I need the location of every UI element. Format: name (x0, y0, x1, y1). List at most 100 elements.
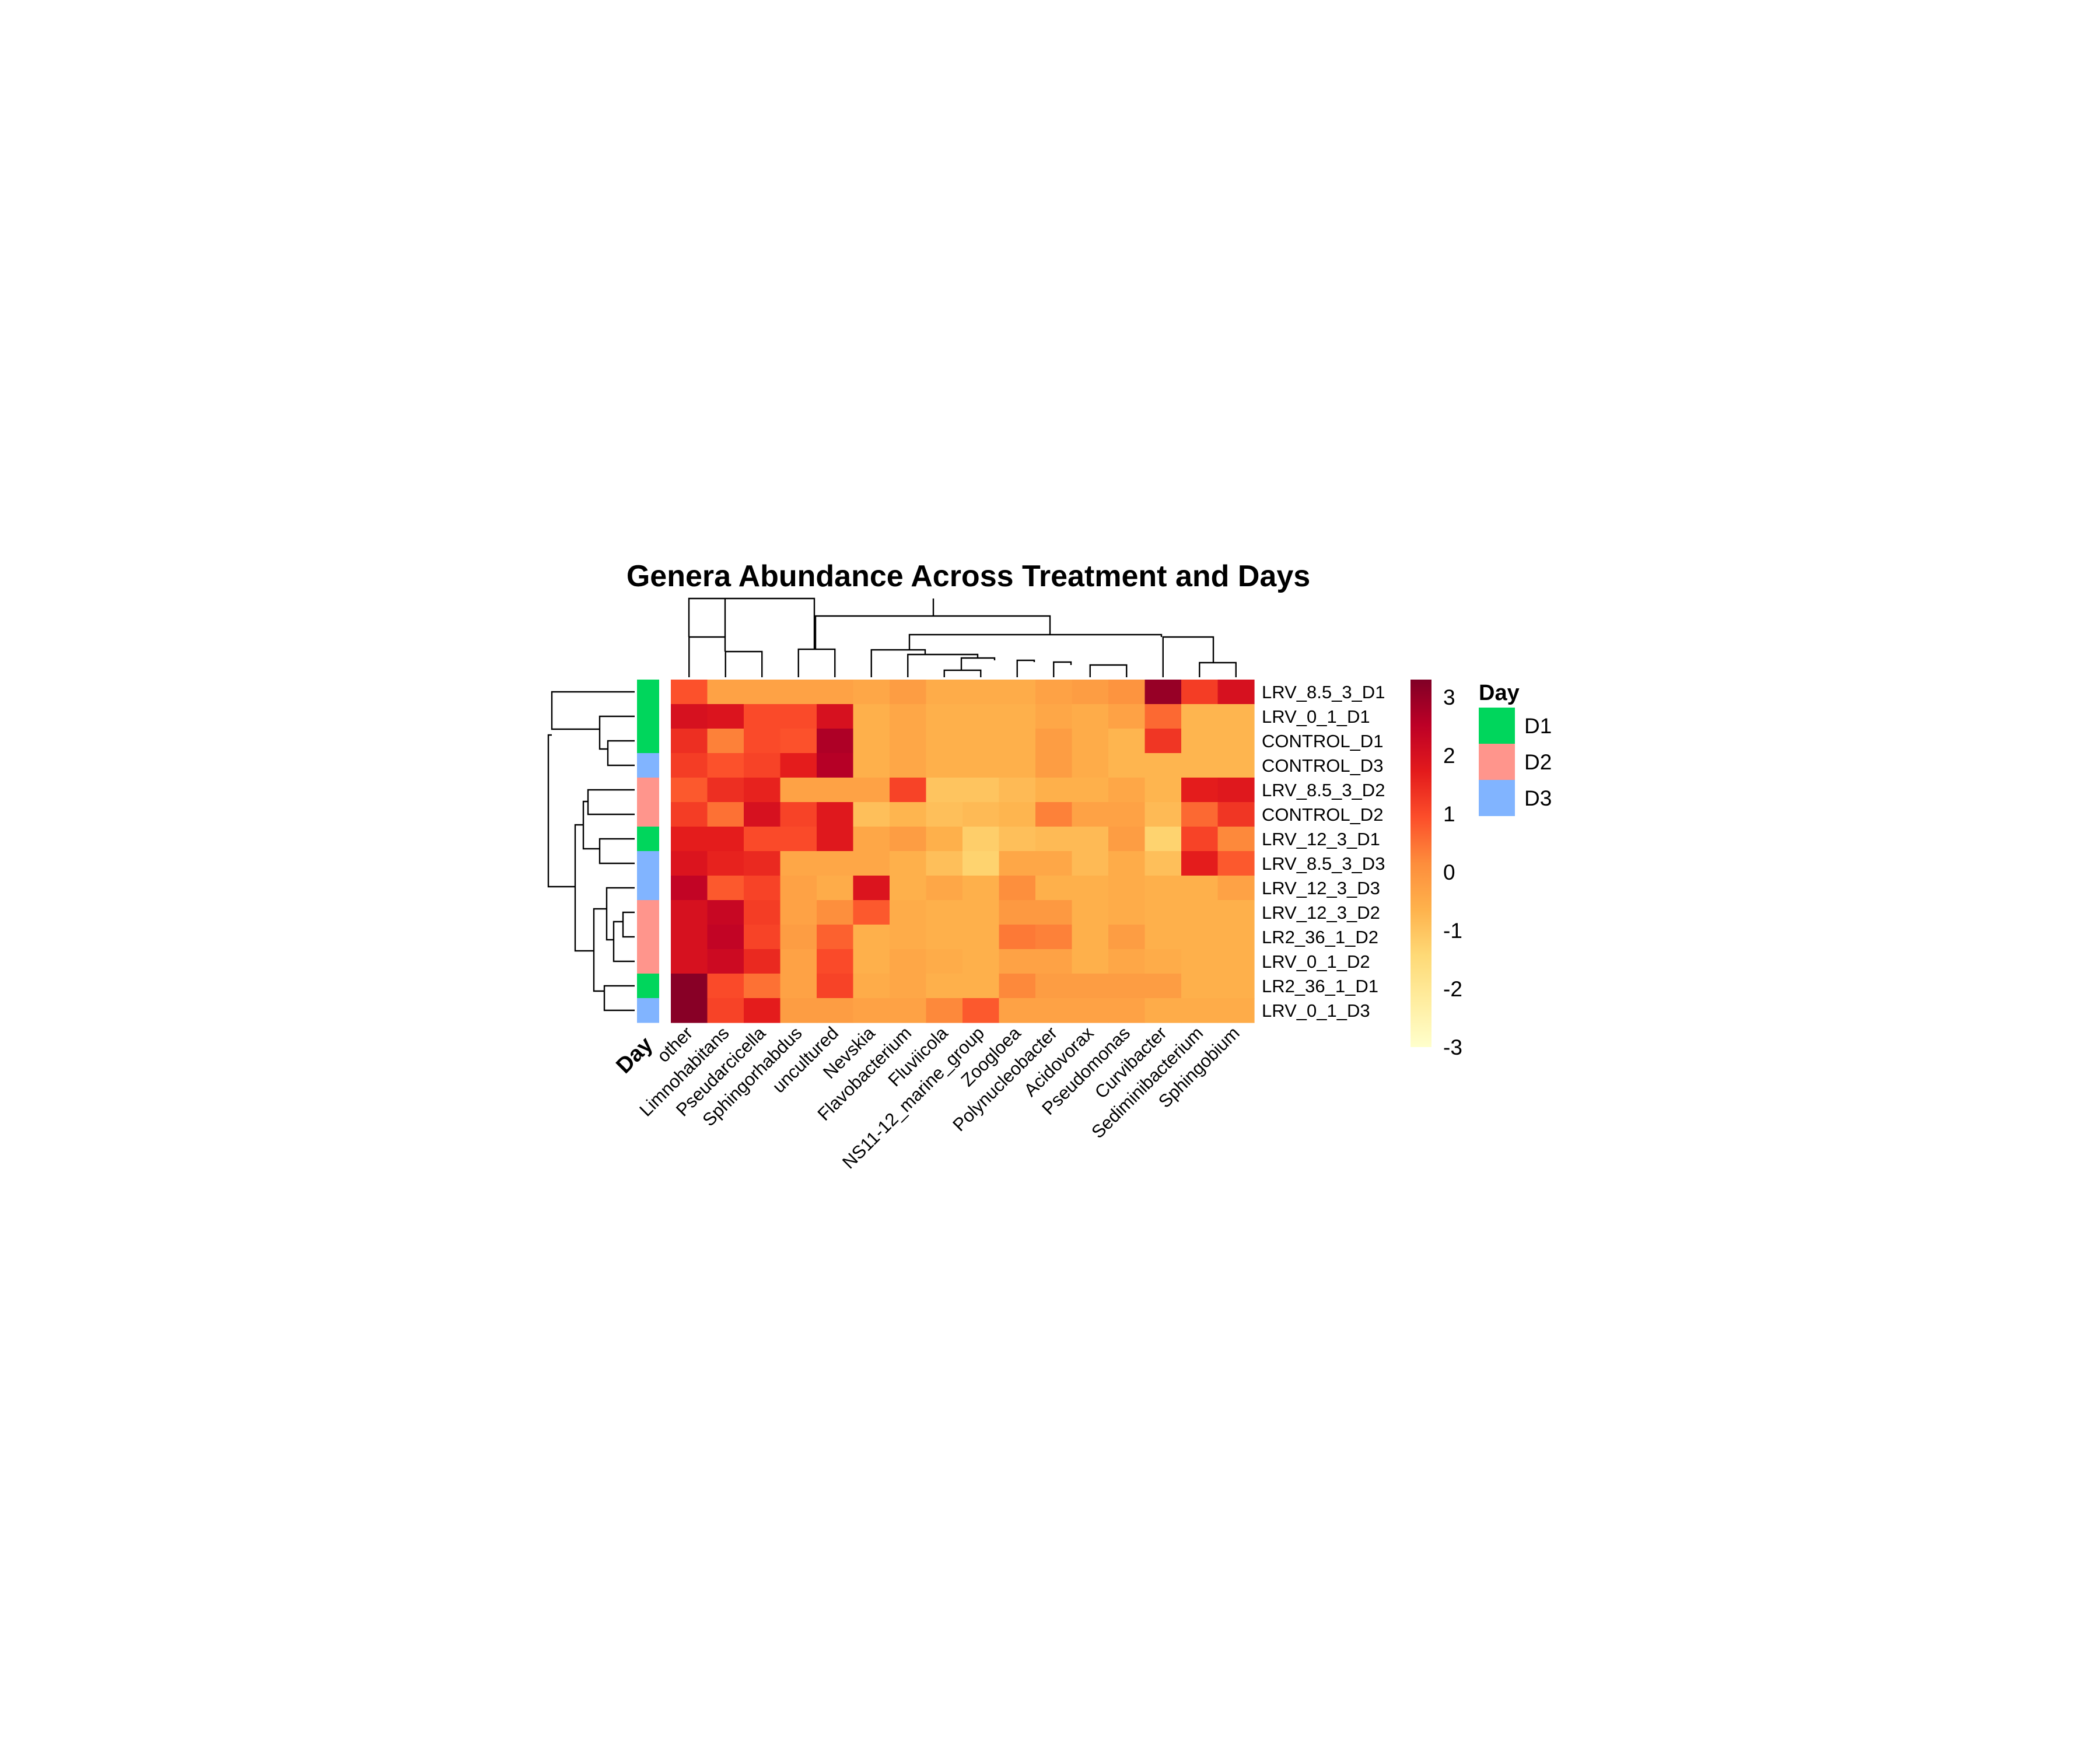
cell-lrv-12-3-d1-sediminibacterium (1181, 827, 1219, 852)
cell-lrv-12-3-d2-zoogloea (999, 900, 1036, 925)
cell-lrv-0-1-d2-flavobacterium (890, 949, 927, 974)
cell-lrv-12-3-d3-nevskia (853, 876, 890, 901)
cell-control-d1-sphingobium (1217, 729, 1255, 754)
cell-lrv-0-1-d3-flavobacterium (890, 998, 927, 1023)
cell-lr2-36-1-d2-uncultured (817, 925, 854, 950)
cell-lr2-36-1-d1-pseudomonas (1108, 974, 1146, 999)
column-dendrogram-branch (724, 650, 763, 677)
column-dendrogram-branch (960, 657, 996, 670)
annotation-cell-d1 (637, 729, 659, 754)
cell-control-d1-nevskia (853, 729, 890, 754)
column-dendrogram-branch (943, 669, 982, 677)
cell-lrv-0-1-d3-other (671, 998, 708, 1023)
cell-lrv-0-1-d3-sphingobium (1217, 998, 1255, 1023)
cell-control-d1-fluviicola (926, 729, 963, 754)
row-labels: LRV_8.5_3_D1 LRV_0_1_D1 CONTROL_D1 CONTROL_… (1262, 682, 1385, 1021)
annotation-cell-d1 (637, 974, 659, 999)
cell-control-d2-polynucleobacter (1035, 802, 1073, 827)
cell-lrv-12-3-d1-pseudarcicella (744, 827, 781, 852)
cell-lrv-8-5-3-d3-pseudarcicella (744, 851, 781, 876)
cell-lrv-8-5-3-d2-zoogloea (999, 778, 1036, 803)
cell-lrv-0-1-d2-ns11-12-marine-group (963, 949, 1000, 974)
cell-lrv-0-1-d1-sphingobium (1217, 704, 1255, 729)
cell-lrv-0-1-d2-sediminibacterium (1181, 949, 1219, 974)
cell-lrv-12-3-d1-limnohabitans (707, 827, 744, 852)
cell-lrv-0-1-d1-sediminibacterium (1181, 704, 1219, 729)
cell-lrv-8-5-3-d3-limnohabitans (707, 851, 744, 876)
color-scale-tick-label: -2 (1443, 977, 1462, 1001)
legend-swatch-d3 (1479, 780, 1515, 816)
cell-lrv-12-3-d2-pseudarcicella (744, 900, 781, 925)
annotation-cell-d2 (637, 925, 659, 950)
column-dendrogram-branch (870, 649, 926, 677)
cell-lrv-0-1-d2-sphingobium (1217, 949, 1255, 974)
cell-control-d3-flavobacterium (890, 753, 927, 778)
cell-lrv-0-1-d1-sphingorhabdus (780, 704, 817, 729)
cell-control-d3-ns11-12-marine-group (963, 753, 1000, 778)
column-dendrogram-branch (1053, 661, 1072, 677)
row-dendrogram-branch (582, 800, 600, 850)
cell-lr2-36-1-d1-other (671, 974, 708, 999)
row-label: LRV_12_3_D2 (1262, 902, 1380, 923)
cell-lrv-0-1-d1-ns11-12-marine-group (963, 704, 1000, 729)
cell-lrv-12-3-d1-pseudomonas (1108, 827, 1146, 852)
cell-lrv-8-5-3-d3-acidovorax (1072, 851, 1109, 876)
cell-lrv-0-1-d1-flavobacterium (890, 704, 927, 729)
cell-lrv-12-3-d2-flavobacterium (890, 900, 927, 925)
row-dendrogram-branch (598, 715, 635, 750)
column-dendrogram-branch (907, 653, 979, 677)
cell-lrv-12-3-d2-sediminibacterium (1181, 900, 1219, 925)
row-label: LRV_8.5_3_D2 (1262, 780, 1385, 800)
cell-lr2-36-1-d2-zoogloea (999, 925, 1036, 950)
cell-lr2-36-1-d2-flavobacterium (890, 925, 927, 950)
cell-lrv-12-3-d1-fluviicola (926, 827, 963, 852)
cell-control-d2-uncultured (817, 802, 854, 827)
cell-lrv-8-5-3-d1-other (671, 680, 708, 705)
annotation-title: Day (611, 1032, 657, 1079)
cell-lrv-0-1-d1-other (671, 704, 708, 729)
cell-lrv-12-3-d2-uncultured (817, 900, 854, 925)
cell-lrv-8-5-3-d3-uncultured (817, 851, 854, 876)
cell-lrv-0-1-d3-ns11-12-marine-group (963, 998, 1000, 1023)
cell-lrv-8-5-3-d2-pseudarcicella (744, 778, 781, 803)
cell-control-d2-limnohabitans (707, 802, 744, 827)
cell-control-d1-pseudarcicella (744, 729, 781, 754)
cell-lrv-8-5-3-d1-sediminibacterium (1181, 680, 1219, 705)
cell-lrv-0-1-d3-polynucleobacter (1035, 998, 1073, 1023)
cell-control-d3-sediminibacterium (1181, 753, 1219, 778)
cell-lr2-36-1-d2-pseudomonas (1108, 925, 1146, 950)
cell-lrv-0-1-d1-pseudarcicella (744, 704, 781, 729)
cell-lrv-8-5-3-d3-flavobacterium (890, 851, 927, 876)
row-dendrogram-branch (603, 985, 635, 1012)
cell-lrv-12-3-d1-sphingobium (1217, 827, 1255, 852)
cell-lrv-0-1-d3-fluviicola (926, 998, 963, 1023)
day-annotation-strip (637, 680, 659, 1023)
cell-control-d2-nevskia (853, 802, 890, 827)
cell-lrv-0-1-d1-nevskia (853, 704, 890, 729)
color-scale-tick-label: 0 (1443, 860, 1455, 884)
cell-lrv-0-1-d2-fluviicola (926, 949, 963, 974)
day-legend: Day D1 D2 D3 (1479, 681, 1552, 816)
row-dendrogram-branch (607, 740, 635, 766)
cell-lrv-12-3-d2-nevskia (853, 900, 890, 925)
cell-lrv-0-1-d2-limnohabitans (707, 949, 744, 974)
row-dendrogram-branch (551, 691, 635, 730)
cell-lrv-0-1-d2-zoogloea (999, 949, 1036, 974)
cell-lr2-36-1-d1-flavobacterium (890, 974, 927, 999)
cell-lrv-8-5-3-d3-nevskia (853, 851, 890, 876)
cell-control-d1-sediminibacterium (1181, 729, 1219, 754)
cell-lrv-8-5-3-d2-sediminibacterium (1181, 778, 1219, 803)
cell-control-d2-sediminibacterium (1181, 802, 1219, 827)
color-scale-tick-label: 3 (1443, 685, 1455, 709)
annotation-cell-d2 (637, 778, 659, 803)
cell-lrv-12-3-d2-sphingobium (1217, 900, 1255, 925)
cell-control-d3-other (671, 753, 708, 778)
cell-lrv-8-5-3-d3-curvibacter (1144, 851, 1182, 876)
cell-lrv-8-5-3-d3-pseudomonas (1108, 851, 1146, 876)
annotation-cell-d1 (637, 827, 659, 852)
cell-lr2-36-1-d2-sediminibacterium (1181, 925, 1219, 950)
color-scale-bar (1410, 680, 1432, 1047)
row-dendrogram-branch (574, 824, 594, 952)
cell-lrv-8-5-3-d1-limnohabitans (707, 680, 744, 705)
cell-lrv-0-1-d1-uncultured (817, 704, 854, 729)
